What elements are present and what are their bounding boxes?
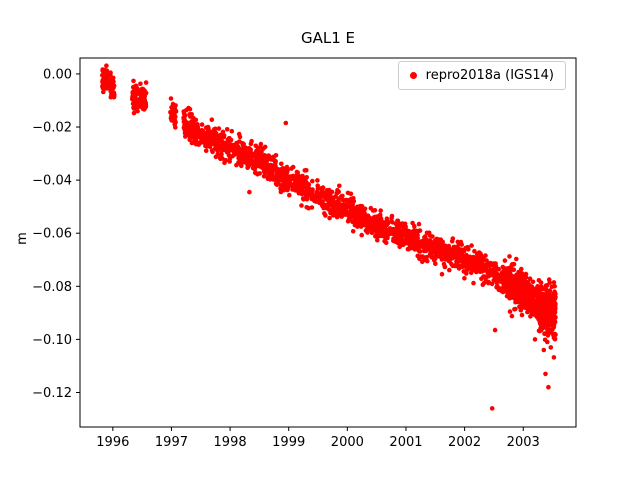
y-axis-label: m <box>14 232 30 245</box>
y-tick-label: −0.12 <box>32 386 72 401</box>
x-tick-label: 2001 <box>389 435 422 450</box>
axes-frame <box>79 57 577 428</box>
x-tick-label: 1999 <box>272 435 305 450</box>
x-tick-label: 2000 <box>331 435 364 450</box>
scatter-points <box>100 63 558 411</box>
legend-label: repro2018a (IGS14) <box>425 68 554 83</box>
chart-title: GAL1 E <box>300 29 356 47</box>
y-tick-label: 0.00 <box>43 67 72 82</box>
legend[interactable]: repro2018a (IGS14) <box>397 61 566 90</box>
y-tick-label: −0.10 <box>32 333 72 348</box>
x-tick-label: 1998 <box>214 435 247 450</box>
y-tick-label: −0.02 <box>32 121 72 136</box>
y-tick-label: −0.04 <box>32 174 72 189</box>
y-tick-label: −0.06 <box>32 227 72 242</box>
x-tick-label: 2002 <box>448 435 481 450</box>
legend-marker-dot <box>409 72 417 79</box>
x-tick-label: 1996 <box>96 435 129 450</box>
x-tick-label: 2003 <box>507 435 540 450</box>
y-tick-label: −0.08 <box>32 280 72 295</box>
x-tick-label: 1997 <box>155 435 188 450</box>
